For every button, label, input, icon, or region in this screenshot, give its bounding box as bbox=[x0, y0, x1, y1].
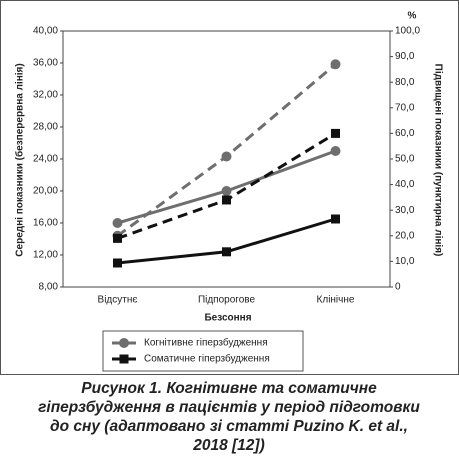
y2-tick-label: 80,0 bbox=[395, 77, 415, 88]
y-tick-label: 36,00 bbox=[33, 58, 58, 69]
caption: Рисунок 1. Когнітивне та соматичне bbox=[81, 380, 377, 397]
series-line bbox=[116, 63, 337, 238]
point bbox=[112, 218, 123, 228]
x-tick-label: Відсутнє bbox=[98, 295, 138, 306]
y2-tick-label: 70,0 bbox=[395, 102, 415, 113]
point bbox=[221, 151, 232, 162]
point bbox=[222, 247, 231, 257]
x-axis-title: Безсоння bbox=[204, 313, 251, 324]
series-line bbox=[117, 132, 337, 240]
y-tick-label: 32,00 bbox=[33, 90, 58, 101]
point bbox=[113, 258, 122, 268]
x-tick-label: Клінічне bbox=[317, 295, 355, 306]
y-tick-label: 12,00 bbox=[33, 250, 58, 261]
y-tick-label: 40,00 bbox=[33, 26, 58, 37]
point bbox=[113, 233, 122, 243]
y-axis-title: Середні показники (безперервна лінія) bbox=[14, 63, 26, 256]
caption: гіперзбудження в пацієнтів у період підг… bbox=[38, 399, 420, 416]
y2-tick-label: 40,0 bbox=[395, 179, 415, 190]
point bbox=[330, 146, 341, 156]
y-tick-label: 20,00 bbox=[33, 186, 58, 197]
y2-tick-label: 10,0 bbox=[395, 256, 415, 267]
point bbox=[331, 214, 340, 224]
y2-tick-label: 90,0 bbox=[395, 51, 415, 62]
y2-tick-label: 0 bbox=[395, 282, 401, 293]
point bbox=[331, 128, 340, 138]
y2-axis-title: Підвищені показники (пунктирна лінія) bbox=[432, 64, 443, 257]
y2-tick-label: 30,0 bbox=[395, 205, 415, 216]
y2-tick-label: 100,0 bbox=[395, 26, 420, 37]
y2-tick-label: 20,0 bbox=[395, 230, 415, 241]
y2-tick-label: 50,0 bbox=[395, 154, 415, 165]
x-tick-label: Підпорогове bbox=[198, 295, 256, 306]
y2-tick-label: 60,0 bbox=[395, 128, 415, 139]
y-tick-label: 16,00 bbox=[33, 218, 58, 229]
legend-label: Соматичне гіперзбудження bbox=[144, 353, 270, 365]
y-tick-label: 8,00 bbox=[39, 282, 59, 293]
y-tick-label: 24,00 bbox=[33, 154, 58, 165]
caption: до сну (адаптовано зі статті Puzino K. e… bbox=[50, 418, 408, 435]
legend-marker bbox=[119, 338, 129, 348]
point bbox=[330, 59, 341, 70]
y-tick-label: 28,00 bbox=[33, 122, 58, 133]
point bbox=[222, 195, 231, 205]
legend-marker bbox=[119, 354, 129, 364]
y2-unit: % bbox=[408, 11, 417, 22]
point bbox=[221, 186, 232, 196]
caption: 2018 [12]) bbox=[192, 437, 265, 454]
legend-label: Когнітивне гіперзбудження bbox=[144, 337, 268, 349]
legend bbox=[102, 330, 304, 372]
